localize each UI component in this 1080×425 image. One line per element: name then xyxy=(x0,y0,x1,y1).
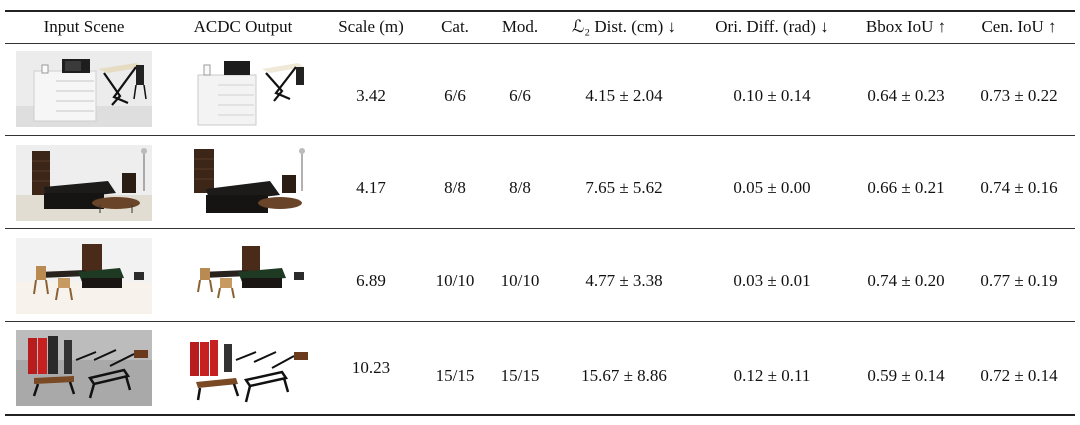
row-2-center-iou: 0.74 ± 0.16 xyxy=(980,178,1058,197)
row-2-bbox-iou: 0.66 ± 0.21 xyxy=(867,178,945,197)
row-1-orientation-difference: 0.10 ± 0.14 xyxy=(733,86,811,105)
row-4-acdc-output-drawing xyxy=(184,330,320,406)
row-3-orientation-difference: 0.03 ± 0.01 xyxy=(733,271,811,290)
table-bottom-rule xyxy=(5,414,1075,416)
row-2-input-scene-drawing xyxy=(16,145,152,221)
row-3-model: 10/10 xyxy=(500,271,540,290)
row-3-category: 10/10 xyxy=(435,271,475,290)
header-center-iou: Cen. IoU ↑ xyxy=(981,17,1057,36)
row-4-input-scene-drawing xyxy=(16,330,152,406)
row-1-l2-distance: 4.15 ± 2.04 xyxy=(585,86,663,105)
header-model: Mod. xyxy=(501,17,539,36)
row-4-category: 15/15 xyxy=(435,366,475,385)
row-separator-3 xyxy=(5,321,1075,322)
row-1-acdc-output-drawing xyxy=(184,51,320,127)
row-4-acdc-output-image xyxy=(184,330,320,406)
row-2-orientation-difference: 0.05 ± 0.00 xyxy=(733,178,811,197)
table-top-rule xyxy=(5,10,1075,12)
row-2-acdc-output-image xyxy=(184,145,320,221)
row-2-l2-distance: 7.65 ± 5.62 xyxy=(585,178,663,197)
row-1-model: 6/6 xyxy=(509,86,531,105)
row-1-acdc-output-image xyxy=(184,51,320,127)
row-4-scale: 10.23 xyxy=(351,358,391,377)
header-orientation-difference: Ori. Diff. (rad) ↓ xyxy=(715,17,829,36)
header-rule xyxy=(5,43,1075,44)
header-l2-distance: ℒ₂ Dist. (cm) ↓ xyxy=(571,17,677,36)
row-2-model: 8/8 xyxy=(509,178,531,197)
row-2-category: 8/8 xyxy=(444,178,466,197)
row-separator-2 xyxy=(5,228,1075,229)
header-input-scene: Input Scene xyxy=(43,17,125,36)
row-3-scale: 6.89 xyxy=(356,271,386,290)
header-bbox-iou: Bbox IoU ↑ xyxy=(865,17,947,36)
header-category: Cat. xyxy=(441,17,469,36)
row-3-center-iou: 0.77 ± 0.19 xyxy=(980,271,1058,290)
row-4-input-scene-image xyxy=(16,330,152,406)
row-3-acdc-output-image xyxy=(184,238,320,314)
row-4-model: 15/15 xyxy=(500,366,540,385)
header-scale: Scale (m) xyxy=(338,17,404,36)
row-1-scale: 3.42 xyxy=(356,86,386,105)
row-separator-1 xyxy=(5,135,1075,136)
row-3-bbox-iou: 0.74 ± 0.20 xyxy=(867,271,945,290)
row-1-bbox-iou: 0.64 ± 0.23 xyxy=(867,86,945,105)
header-acdc-output: ACDC Output xyxy=(193,17,293,36)
row-4-bbox-iou: 0.59 ± 0.14 xyxy=(867,366,945,385)
row-2-input-scene-image xyxy=(16,145,152,221)
row-1-center-iou: 0.73 ± 0.22 xyxy=(980,86,1058,105)
row-1-input-scene-image xyxy=(16,51,152,127)
row-3-acdc-output-drawing xyxy=(184,238,320,314)
row-4-orientation-difference: 0.12 ± 0.11 xyxy=(733,366,811,385)
row-4-center-iou: 0.72 ± 0.14 xyxy=(980,366,1058,385)
row-2-acdc-output-drawing xyxy=(184,145,320,221)
row-3-l2-distance: 4.77 ± 3.38 xyxy=(585,271,663,290)
row-3-input-scene-drawing xyxy=(16,238,152,314)
row-1-category: 6/6 xyxy=(444,86,466,105)
row-3-input-scene-image xyxy=(16,238,152,314)
row-1-input-scene-drawing xyxy=(16,51,152,127)
row-2-scale: 4.17 xyxy=(356,178,386,197)
row-4-l2-distance: 15.67 ± 8.86 xyxy=(581,366,667,385)
